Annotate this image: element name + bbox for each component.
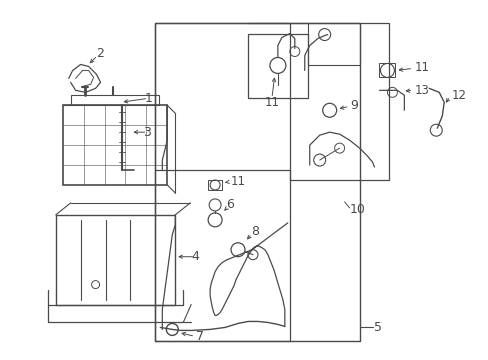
Text: 10: 10	[349, 203, 365, 216]
Text: 6: 6	[225, 198, 234, 211]
Text: 5: 5	[374, 321, 382, 334]
Text: 11: 11	[264, 96, 279, 109]
Text: 1: 1	[144, 92, 152, 105]
Text: 12: 12	[450, 89, 465, 102]
Text: 11: 11	[230, 175, 245, 189]
Text: 2: 2	[97, 47, 104, 60]
Text: 11: 11	[413, 61, 428, 74]
Bar	[62, 105, 167, 185]
Text: 13: 13	[413, 84, 428, 97]
Text: 8: 8	[250, 225, 259, 238]
Text: 3: 3	[143, 126, 151, 139]
Bar	[379, 63, 395, 77]
Bar	[247, 33, 307, 98]
Text: 7: 7	[196, 330, 204, 343]
Bar	[71, 95, 159, 105]
Bar	[289, 23, 388, 180]
Bar	[208, 180, 222, 190]
Text: 9: 9	[350, 99, 358, 112]
Text: 4: 4	[191, 250, 199, 263]
